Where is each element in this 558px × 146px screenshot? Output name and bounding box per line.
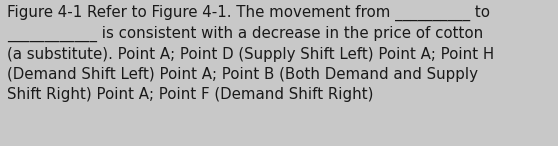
Text: Figure 4-1 Refer to Figure 4-1. The movement from __________ to
____________ is : Figure 4-1 Refer to Figure 4-1. The move… xyxy=(7,4,494,102)
